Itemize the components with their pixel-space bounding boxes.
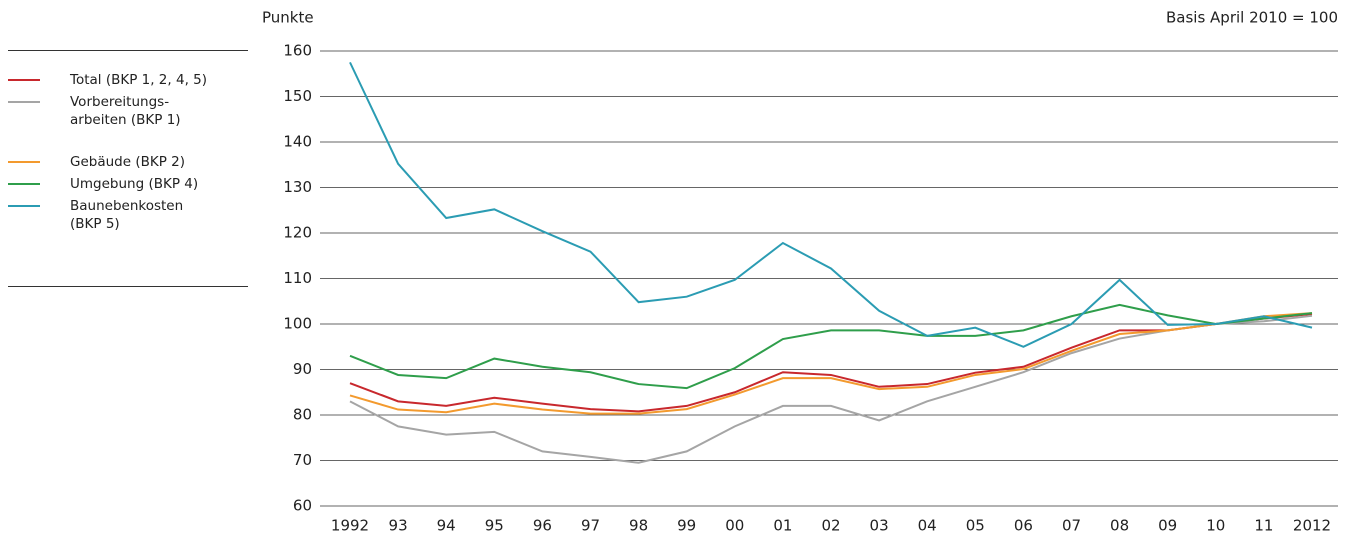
- x-tick-label: 06: [1014, 517, 1033, 535]
- x-tick-label: 99: [677, 517, 696, 535]
- series-line: [349, 312, 1313, 415]
- x-tick-label: 11: [1254, 517, 1273, 535]
- legend-swatch: [8, 183, 40, 185]
- x-tick-label: 98: [629, 517, 648, 535]
- y-tick-label: 120: [283, 224, 312, 242]
- x-tick-label: 01: [773, 517, 792, 535]
- x-tick-label: 08: [1110, 517, 1129, 535]
- y-tick-label: 70: [293, 451, 312, 469]
- legend: Total (BKP 1, 2, 4, 5) Vorbereitungs- arb…: [8, 50, 248, 287]
- y-tick-label: 110: [283, 269, 312, 287]
- y-tick-label: 100: [283, 315, 312, 333]
- x-tick-label: 07: [1062, 517, 1081, 535]
- x-tick-label: 97: [581, 517, 600, 535]
- x-tick-label: 02: [821, 517, 840, 535]
- legend-swatch: [8, 79, 40, 81]
- legend-label: Total (BKP 1, 2, 4, 5): [70, 72, 208, 88]
- y-tick-label: 80: [293, 406, 312, 424]
- legend-swatch: [8, 205, 40, 207]
- legend-label: Baunebenkosten (BKP 5): [70, 198, 184, 232]
- y-tick-label: 60: [293, 497, 312, 515]
- note: Basis April 2010 = 100: [1166, 9, 1338, 27]
- y-axis-label: Punkte: [262, 9, 314, 27]
- x-tick-label: 04: [918, 517, 937, 535]
- legend-swatch: [8, 161, 40, 163]
- x-tick-label: 05: [966, 517, 985, 535]
- series-line: [349, 312, 1313, 413]
- series-line: [349, 303, 1313, 390]
- y-tick-label: 150: [283, 87, 312, 105]
- x-tick-label: 94: [437, 517, 456, 535]
- y-tick-label: 130: [283, 178, 312, 196]
- x-tick-label: 03: [870, 517, 889, 535]
- x-tick-label: 2012: [1293, 517, 1331, 535]
- y-tick-label: 140: [283, 133, 312, 151]
- series-line: [349, 61, 1313, 348]
- legend-label: Umgebung (BKP 4): [70, 176, 199, 192]
- x-tick-label: 95: [485, 517, 504, 535]
- x-tick-label: 96: [533, 517, 552, 535]
- x-tick-label: 09: [1158, 517, 1177, 535]
- x-tick-label: 00: [725, 517, 744, 535]
- x-tick-label: 93: [389, 517, 408, 535]
- y-tick-label: 90: [293, 360, 312, 378]
- legend-label: Gebäude (BKP 2): [70, 154, 186, 170]
- y-tick-label: 160: [283, 42, 312, 60]
- x-tick-label: 10: [1206, 517, 1225, 535]
- legend-swatch: [8, 101, 40, 103]
- series-line: [349, 314, 1313, 464]
- x-tick-label: 1992: [331, 517, 369, 535]
- legend-label: Vorbereitungs- arbeiten (BKP 1): [70, 94, 181, 128]
